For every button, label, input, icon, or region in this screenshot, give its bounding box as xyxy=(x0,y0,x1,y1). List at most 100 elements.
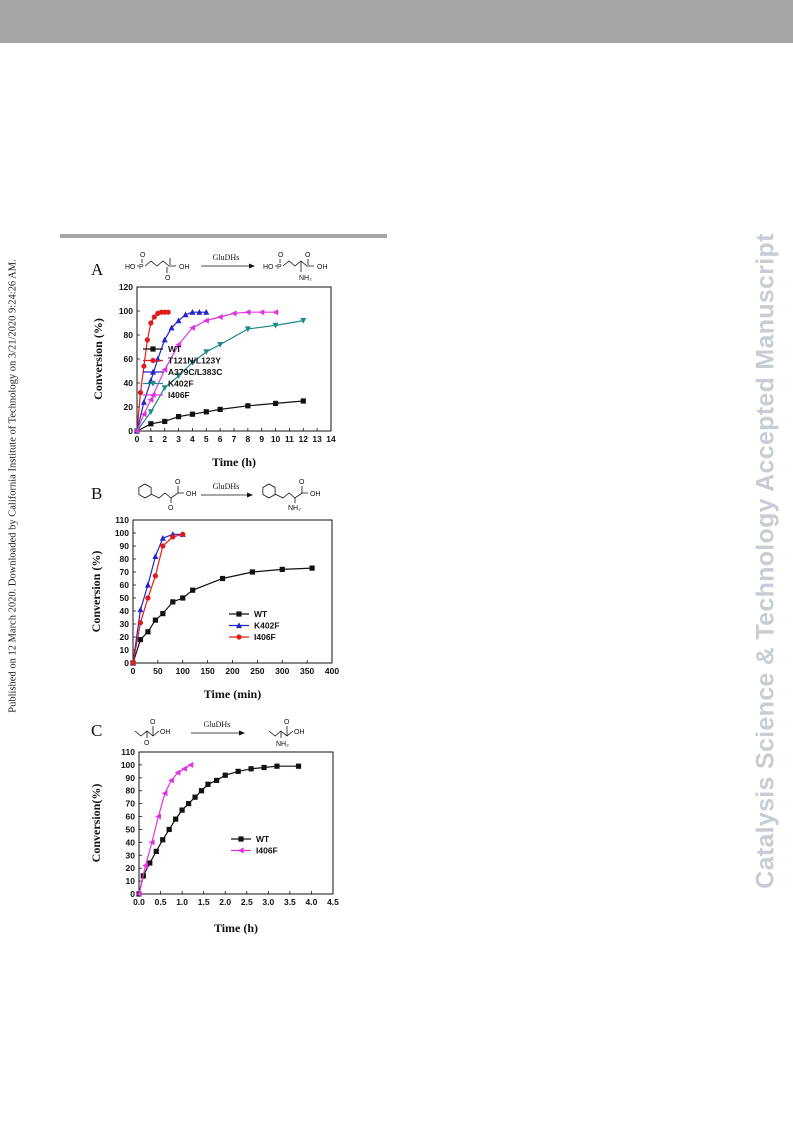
y-tick-label: 30 xyxy=(126,850,136,860)
data-point xyxy=(189,309,196,315)
plot-frame xyxy=(138,751,334,895)
section-rule xyxy=(60,234,387,238)
product-bond xyxy=(274,492,308,499)
data-point xyxy=(244,326,251,333)
legend-marker xyxy=(150,357,156,364)
reaction-arrowhead xyxy=(249,263,255,269)
data-point xyxy=(161,385,168,391)
data-point xyxy=(203,309,210,315)
data-point xyxy=(170,599,176,605)
series-line xyxy=(132,533,183,664)
substrate-atom-label: O xyxy=(150,719,156,726)
data-point xyxy=(155,813,161,820)
data-point xyxy=(133,428,140,434)
series-wt xyxy=(136,763,302,897)
data-point xyxy=(140,411,147,418)
data-point xyxy=(152,573,158,579)
x-axis-label: Time (h) xyxy=(212,455,256,469)
x-tick-label: 200 xyxy=(225,666,239,676)
data-point xyxy=(162,418,168,424)
data-point xyxy=(130,660,136,666)
x-tick-label: 1 xyxy=(148,434,153,444)
legend-entry: K402F xyxy=(254,621,280,631)
substrate-atom-label: O xyxy=(168,505,174,512)
data-point xyxy=(135,891,142,897)
product-atom-label: O xyxy=(305,252,311,259)
x-axis-label: Time (h) xyxy=(214,921,258,935)
data-point xyxy=(189,360,196,366)
y-tick-label: 110 xyxy=(115,515,129,525)
reaction-scheme-b: O OH O GluDHs O OH NH₂ xyxy=(138,479,321,512)
x-tick-label: 0.0 xyxy=(133,897,145,907)
data-point xyxy=(279,566,285,572)
y-tick-label: 70 xyxy=(126,799,136,809)
data-point xyxy=(137,390,144,396)
x-tick-label: 4 xyxy=(190,434,195,444)
series-wt xyxy=(130,565,315,666)
series-line xyxy=(136,400,304,432)
data-point xyxy=(142,862,149,869)
reaction-arrowhead xyxy=(247,492,253,498)
panel-letter: C xyxy=(91,721,102,740)
data-point xyxy=(140,399,147,405)
y-tick-label: 0 xyxy=(130,889,135,899)
data-point xyxy=(203,349,210,355)
product-atom-label: OH xyxy=(317,264,328,271)
data-point xyxy=(152,617,158,623)
y-tick-label: 40 xyxy=(124,378,134,388)
substrate-atom-label: HO xyxy=(125,264,136,271)
reaction-scheme-c: O OH O GluDHs O OH NH₂ xyxy=(134,719,305,748)
y-tick-label: 10 xyxy=(120,645,130,655)
y-tick-label: 100 xyxy=(115,528,129,538)
substrate-atom-label: O xyxy=(140,252,146,259)
y-axis-label: Conversion (%) xyxy=(91,318,105,400)
data-point xyxy=(148,421,154,427)
data-point xyxy=(175,317,182,324)
data-point xyxy=(168,777,174,784)
data-point xyxy=(249,569,255,575)
data-point xyxy=(189,324,196,331)
legend-marker xyxy=(236,611,242,617)
x-tick-label: 150 xyxy=(201,666,215,676)
data-point xyxy=(274,763,280,769)
data-point xyxy=(300,318,307,324)
x-tick-label: 3.0 xyxy=(262,897,274,907)
data-point xyxy=(198,788,205,794)
figure-svg: A0 1 2 3 4 5 6 7 8 9 10 11 12 13 14020406080100120Time… xyxy=(89,252,339,935)
y-tick-label: 40 xyxy=(126,837,136,847)
y-tick-label: 10 xyxy=(126,876,136,886)
series-line xyxy=(136,320,304,432)
y-tick-label: 80 xyxy=(124,330,134,340)
x-tick-label: 350 xyxy=(300,666,314,676)
x-tick-label: 2 xyxy=(162,434,167,444)
x-tick-label: 1.0 xyxy=(176,897,188,907)
journal-header-bar xyxy=(0,0,793,43)
panel-letter: A xyxy=(91,260,104,279)
y-tick-label: 20 xyxy=(120,632,130,642)
data-point xyxy=(189,411,196,417)
data-point xyxy=(175,414,182,420)
data-point xyxy=(175,373,182,379)
x-tick-label: 4.5 xyxy=(327,897,339,907)
product-atom-label: NH₂ xyxy=(288,505,301,512)
data-point xyxy=(217,406,223,412)
y-tick-label: 50 xyxy=(120,593,130,603)
x-tick-label: 14 xyxy=(326,434,336,444)
x-tick-label: 9 xyxy=(259,434,264,444)
x-axis-label: Time (min) xyxy=(204,687,261,701)
substrate-ring xyxy=(138,483,152,499)
data-point xyxy=(309,565,315,571)
data-point xyxy=(168,324,175,331)
data-point xyxy=(159,535,166,541)
product-atom-label: O xyxy=(284,719,290,726)
substrate-atom-label: P xyxy=(139,264,144,271)
x-tick-label: 13 xyxy=(312,434,322,444)
legend: WT I406F xyxy=(231,834,278,856)
legend-entry: I406F xyxy=(256,846,278,856)
y-axis-label: Conversion(%) xyxy=(89,784,103,863)
y-tick-label: 80 xyxy=(120,554,130,564)
data-point xyxy=(147,860,153,866)
y-tick-label: 120 xyxy=(119,282,133,292)
data-point xyxy=(190,587,196,593)
